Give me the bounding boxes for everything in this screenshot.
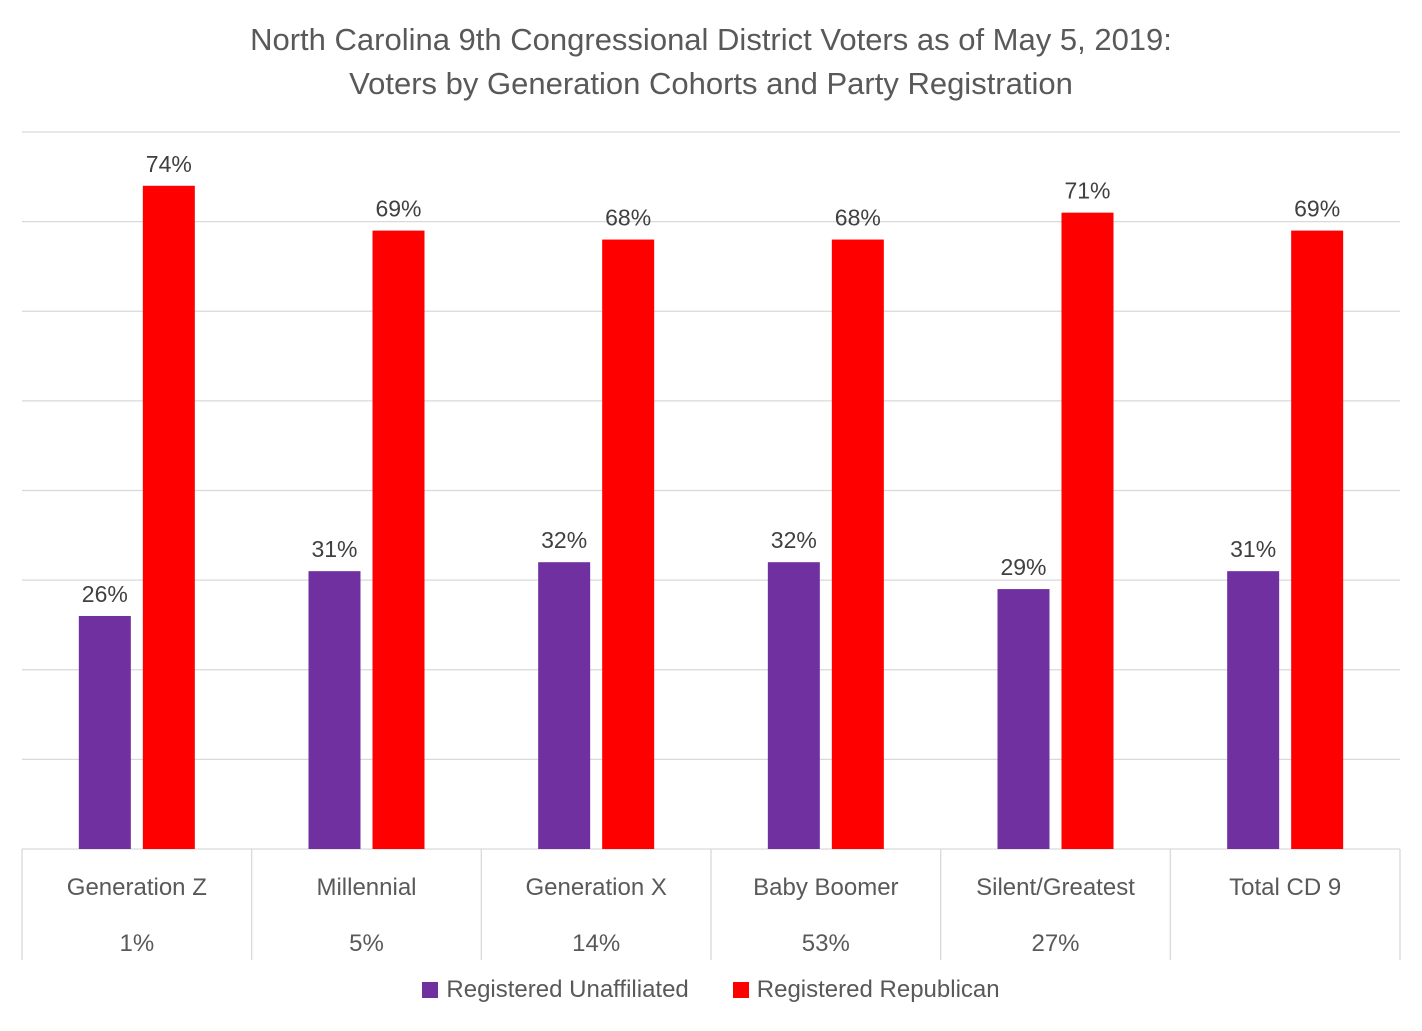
category-share-label: 1%	[119, 930, 154, 957]
legend: Registered Unaffiliated Registered Repub…	[0, 976, 1422, 1004]
bar-republican	[142, 185, 195, 849]
bar-republican	[372, 230, 425, 849]
data-label: 71%	[1064, 178, 1110, 204]
data-label: 74%	[146, 151, 192, 177]
bar-republican	[831, 239, 884, 850]
category-share-label: 27%	[1031, 930, 1079, 957]
legend-label-republican: Registered Republican	[756, 976, 1000, 1003]
category-label: Silent/Greatest	[976, 874, 1135, 901]
category-label: Total CD 9	[1229, 874, 1341, 901]
data-label: 31%	[311, 536, 357, 562]
data-label: 31%	[1230, 536, 1276, 562]
chart-title: North Carolina 9th Congressional Distric…	[250, 22, 1172, 57]
category-label: Generation Z	[67, 874, 207, 901]
data-label: 68%	[835, 205, 881, 231]
category-share-label: 5%	[349, 930, 384, 957]
bar-chart: 26% 74% Generation Z 1% 31% 69% Millennial 5% 32…	[21, 131, 1401, 960]
legend-item-republican: Registered Republican	[732, 976, 1000, 1004]
bar-unaffiliated	[1227, 571, 1280, 849]
bar-republican	[602, 239, 655, 850]
bar-unaffiliated	[997, 589, 1050, 849]
data-label: 29%	[1000, 554, 1046, 580]
legend-item-unaffiliated: Registered Unaffiliated	[422, 976, 689, 1004]
category-label: Millennial	[316, 874, 416, 901]
category-label: Generation X	[525, 874, 666, 901]
category-share-label: 14%	[572, 930, 620, 957]
bar-unaffiliated	[308, 571, 361, 849]
category-label: Baby Boomer	[753, 874, 898, 901]
category-share-label: 53%	[802, 930, 850, 957]
data-label: 69%	[375, 196, 421, 222]
data-label: 32%	[771, 527, 817, 553]
bar-unaffiliated	[78, 615, 131, 849]
legend-swatch-republican	[732, 982, 749, 998]
data-label: 32%	[541, 527, 587, 553]
chart-subtitle: Voters by Generation Cohorts and Party R…	[349, 66, 1073, 101]
chart-title-block: North Carolina 9th Congressional Distric…	[0, 18, 1422, 106]
legend-swatch-unaffiliated	[422, 982, 439, 998]
data-label: 68%	[605, 205, 651, 231]
data-label: 69%	[1294, 196, 1340, 222]
legend-label-unaffiliated: Registered Unaffiliated	[446, 976, 689, 1003]
bar-unaffiliated	[767, 562, 820, 849]
data-label: 26%	[82, 581, 128, 607]
bar-republican	[1291, 230, 1344, 849]
bar-republican	[1061, 212, 1114, 850]
bar-unaffiliated	[538, 562, 591, 849]
